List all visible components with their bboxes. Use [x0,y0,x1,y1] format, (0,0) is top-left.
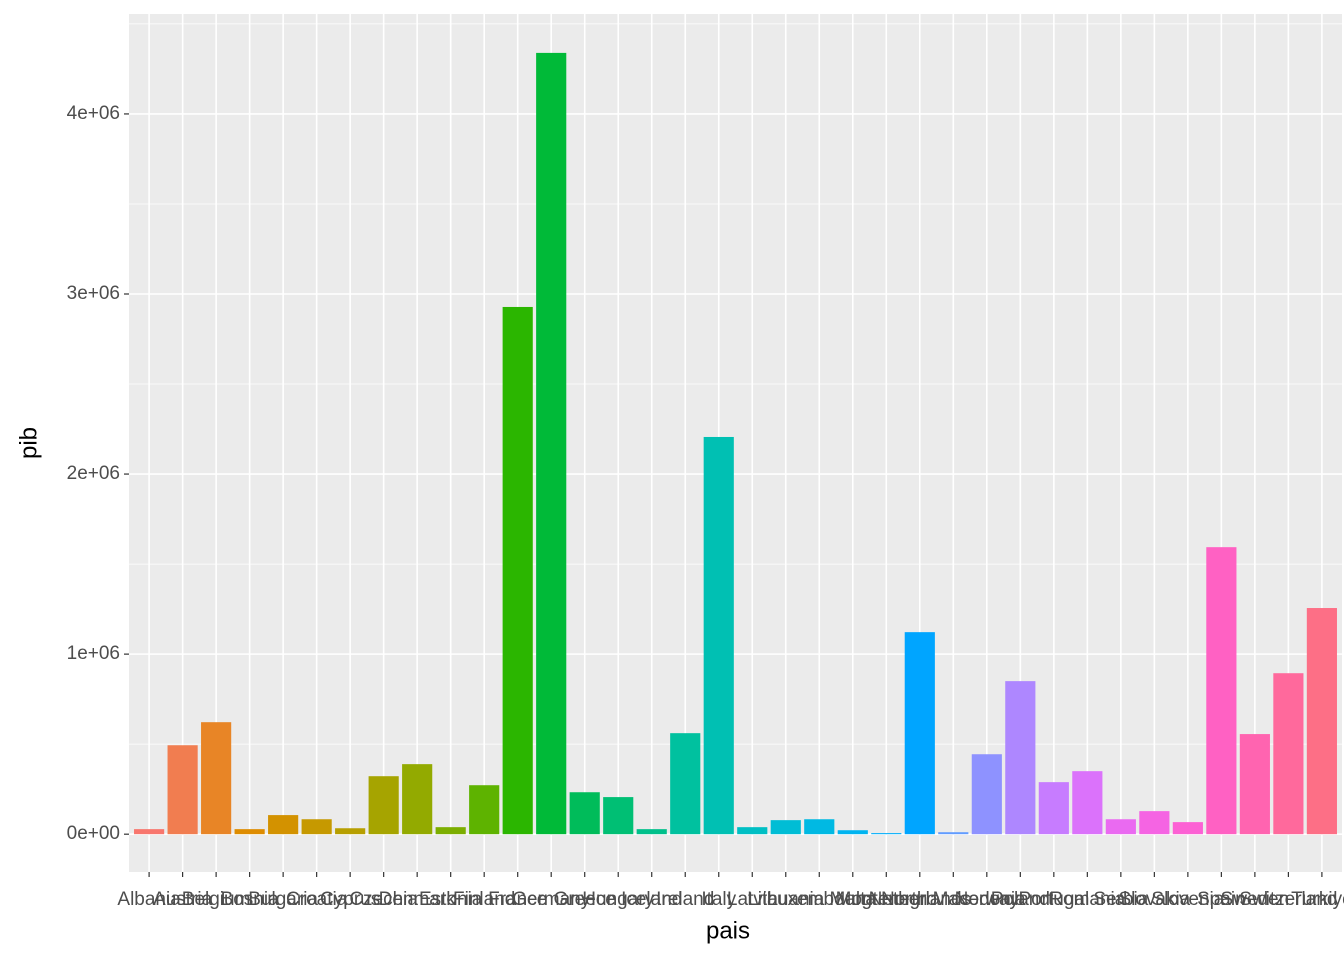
y-tick-label: 0e+00 [67,823,120,844]
y-tick-label: 1e+06 [67,643,120,664]
bar [737,827,768,835]
x-tick-label: Estonia [419,889,483,910]
bar [770,820,801,835]
y-tick-label: 3e+06 [67,283,120,304]
y-tick-label: 2e+06 [67,463,120,484]
bar [536,52,567,835]
x-tick-label: Croatia [286,889,348,910]
x-tick-label: Sweden [1221,889,1290,910]
x-tick-label: Czechia [349,889,418,910]
bar [1038,782,1069,835]
bar [569,792,600,835]
x-tick-label: Luxembourg [766,889,872,910]
bar [670,733,701,835]
bar [301,819,332,835]
bar [268,815,299,835]
x-tick-label: Austria [153,889,213,910]
x-tick-label: Netherlands [869,889,971,910]
bar [469,785,500,835]
y-tick-label: 4e+06 [67,103,120,124]
bar [502,306,533,835]
bar [938,832,969,835]
x-tick-label: Cyprus [320,889,380,910]
x-tick-label: Spain [1197,889,1246,910]
bar [435,827,466,835]
x-tick-label: Malta [830,889,877,910]
bar [603,797,634,835]
x-tick-label: North Macedonia [881,889,1026,910]
x-tick-label: Turkiye [1291,889,1344,910]
bar [703,436,734,835]
x-tick-label: Italy [701,889,736,910]
bar [368,776,399,835]
x-axis-title: pais [706,917,750,944]
x-tick-label: Ireland [656,889,714,910]
x-tick-label: Belgium [182,889,251,910]
bar [134,829,165,835]
x-tick-label: Portugal [1018,889,1089,910]
bar [234,829,265,835]
x-tick-label: Slovenia [1151,889,1224,910]
x-tick-label: Romania [1049,889,1125,910]
bar [402,764,433,835]
x-tick-label: Albania [117,889,181,910]
y-axis-title: pib [15,427,42,459]
bar [201,722,232,835]
bar [1005,681,1036,835]
x-tick-label: Montenegro [836,889,937,910]
bar [1239,734,1270,835]
panel [129,14,1342,872]
x-tick-label: Bulgaria [248,889,318,910]
bar [804,819,835,835]
x-tick-label: Finland [453,889,515,910]
bar [1172,822,1203,835]
bar [1105,819,1136,835]
bar [335,828,366,835]
x-tick-label: Lithuania [747,889,825,910]
bar [1206,547,1237,835]
bar [971,754,1002,835]
x-tick-label: Serbia [1093,889,1148,910]
x-tick-label: Hungary [582,889,654,910]
x-tick-label: France [488,889,547,910]
x-tick-label: Switzerland [1239,889,1337,910]
bar [636,829,667,835]
x-tick-label: Germany [512,889,591,910]
bar [1072,771,1103,835]
bar [1139,811,1170,835]
x-tick-label: Poland [991,889,1050,910]
x-tick-label: Iceland [621,889,682,910]
bar [167,745,198,835]
bar [1273,673,1304,835]
x-tick-label: Denmark [379,889,457,910]
x-tick-label: Norway [955,889,1020,910]
bar [837,830,868,835]
bar [904,632,935,835]
x-tick-label: Greece [554,889,616,910]
bar [871,833,902,835]
x-tick-label: Bosnia [221,889,280,910]
x-tick-label: Slovakia [1118,889,1190,910]
bar [1306,608,1337,835]
x-tick-label: Latvia [727,889,778,910]
